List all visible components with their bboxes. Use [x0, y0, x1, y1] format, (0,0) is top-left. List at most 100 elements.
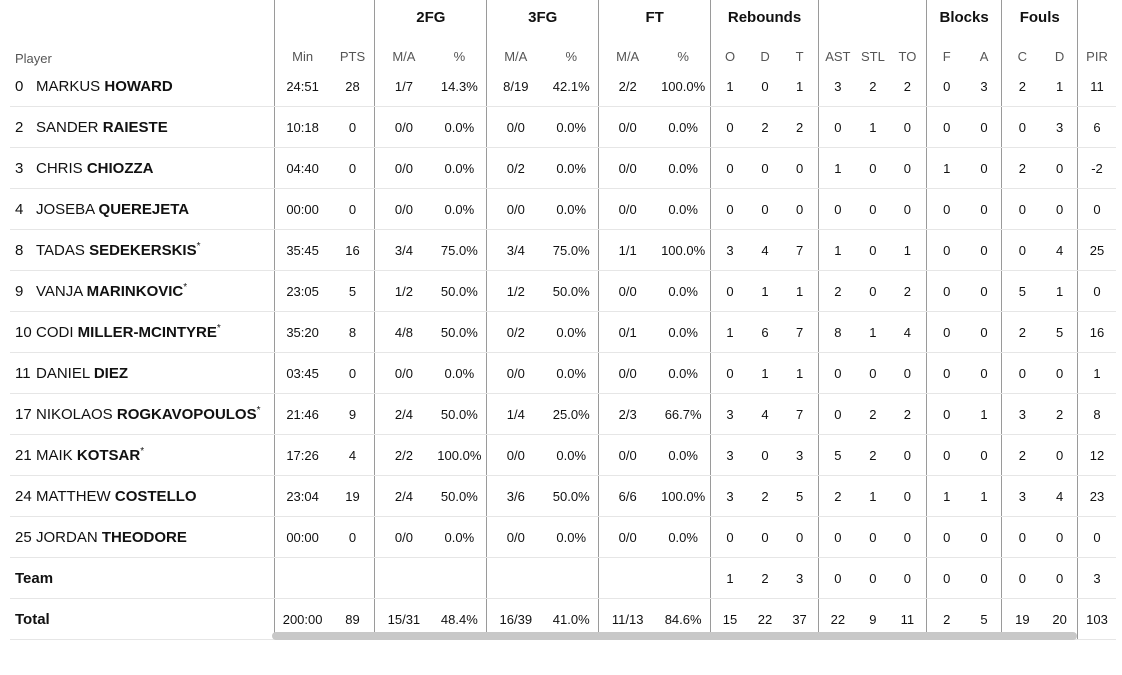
stat-cell: 0.0%	[544, 188, 599, 230]
stat-cell: 5	[330, 270, 375, 312]
stat-cell: 0	[330, 106, 375, 148]
stat-cell: 0	[925, 434, 967, 476]
stat-cell: 0	[856, 270, 889, 312]
stat-cell	[544, 557, 599, 599]
stat-cell: 0.0%	[432, 147, 487, 189]
player-name-cell[interactable]: 17 NIKOLAOS ROGKAVOPOULOS*	[10, 393, 275, 435]
player-first-name: VANJA	[36, 283, 83, 300]
stat-cell: 4	[330, 434, 375, 476]
player-number: 0	[15, 78, 24, 95]
stat-cell: 103	[1077, 598, 1116, 640]
player-name-cell[interactable]: 24 MATTHEW COSTELLO	[10, 475, 275, 517]
stat-cell: 42.1%	[544, 66, 599, 107]
stat-cell: 0/0	[486, 434, 545, 476]
player-last-name: MILLER-MCINTYRE	[77, 324, 217, 341]
stat-cell: 0	[925, 106, 967, 148]
stat-cell: 2	[1042, 393, 1078, 435]
column-header: A	[979, 49, 989, 64]
player-row: 2 SANDER RAIESTE 10:18 0 0/0 0.0% 0/0 0.0% 0/0 0.…	[10, 106, 1116, 148]
stat-cell: 12	[1077, 434, 1116, 476]
stat-cell: 0/0	[598, 106, 657, 148]
stat-cell: 0	[1001, 188, 1043, 230]
player-name-cell[interactable]: 2 SANDER RAIESTE	[10, 106, 275, 148]
column-header: M/A	[374, 34, 433, 66]
column-header: M/A	[486, 34, 545, 66]
stat-cell: 2	[748, 557, 782, 599]
stat-cell: 2	[856, 434, 889, 476]
group-ft: FT	[598, 0, 711, 34]
stat-cell: 1	[710, 311, 749, 353]
stat-cell: 0	[1042, 188, 1078, 230]
stat-cell: 1	[710, 66, 749, 107]
stat-cell: 00:00	[273, 516, 331, 558]
player-name-cell[interactable]: 9 VANJA MARINKOVIC*	[10, 270, 275, 312]
player-name-cell[interactable]: 8 TADAS SEDEKERSKIS*	[10, 229, 275, 271]
stat-cell: 0	[817, 188, 857, 230]
stat-cell: 1	[1077, 352, 1116, 394]
stat-cell: 0	[748, 66, 782, 107]
stat-cell	[486, 557, 545, 599]
column-header: D	[1054, 49, 1065, 64]
stat-cell: 1/4	[486, 393, 545, 435]
stat-cell: 0	[748, 434, 782, 476]
player-name-cell[interactable]: 3 CHRIS CHIOZZA	[10, 147, 275, 189]
stat-cell: 3/6	[486, 475, 545, 517]
player-first-name: SANDER	[36, 119, 99, 136]
stat-cell: 0	[330, 188, 375, 230]
stat-cell: 9	[330, 393, 375, 435]
player-row: 3 CHRIS CHIOZZA 04:40 0 0/0 0.0% 0/2 0.0% 0/0 0.0…	[10, 147, 1116, 189]
stat-cell: 0	[966, 188, 1002, 230]
stat-cell: 75.0%	[432, 229, 487, 271]
stat-cell: 0	[817, 393, 857, 435]
stat-cell: 0.0%	[656, 270, 711, 312]
stat-cell: 2/4	[374, 393, 433, 435]
stat-cell: 23	[1077, 475, 1116, 517]
stat-cell: 35:20	[273, 311, 331, 353]
stat-cell: 1	[925, 475, 967, 517]
stat-cell: 2	[889, 393, 927, 435]
stat-cell: 2	[889, 66, 927, 107]
player-name-cell[interactable]: 0 MARKUS HOWARD	[10, 66, 275, 107]
stat-cell: 100.0%	[432, 434, 487, 476]
player-first-name: TADAS	[36, 242, 85, 259]
stat-cell: 1	[817, 229, 857, 271]
player-last-name: ROGKAVOPOULOS	[116, 406, 257, 423]
stat-cell: 0	[1001, 557, 1043, 599]
stat-cell: 35:45	[273, 229, 331, 271]
stat-cell	[432, 557, 487, 599]
stat-cell: 0/0	[486, 106, 545, 148]
stat-cell: 5	[781, 475, 819, 517]
stat-cell: 0.0%	[656, 516, 711, 558]
stat-cell: 0	[1001, 229, 1043, 271]
stat-cell: 3	[966, 66, 1002, 107]
player-name-cell[interactable]: 21 MAIK KOTSAR*	[10, 434, 275, 476]
player-number: 10	[15, 324, 32, 341]
stat-cell: 3	[817, 66, 857, 107]
stat-cell: 0/0	[598, 147, 657, 189]
stat-cell: 0	[966, 516, 1002, 558]
player-row: 25 JORDAN THEODORE 00:00 0 0/0 0.0% 0/0 0.0% 0/0…	[10, 516, 1116, 558]
stat-cell: 4	[1042, 229, 1078, 271]
stat-cell: 3/4	[374, 229, 433, 271]
stat-cell: 2/2	[598, 66, 657, 107]
horizontal-scrollbar[interactable]	[272, 632, 1077, 640]
stat-cell: 0	[856, 516, 889, 558]
player-name-cell[interactable]: 11 DANIEL DIEZ	[10, 352, 275, 394]
player-name-cell[interactable]: 10 CODI MILLER-MCINTYRE*	[10, 311, 275, 353]
stat-cell: 0	[966, 557, 1002, 599]
column-header: STL	[860, 49, 885, 64]
column-header: %	[453, 49, 466, 64]
stat-cell: 0	[817, 352, 857, 394]
stat-cell: 0	[748, 188, 782, 230]
player-name-cell[interactable]: 25 JORDAN THEODORE	[10, 516, 275, 558]
stat-cell: 2/3	[598, 393, 657, 435]
stat-cell: 3	[710, 229, 749, 271]
stat-cell: 1	[856, 106, 889, 148]
stat-cell: 2	[748, 475, 782, 517]
stat-cell: 0	[1077, 516, 1116, 558]
stat-cell: 0/0	[374, 106, 433, 148]
stat-cell: 3	[710, 475, 749, 517]
player-row: 21 MAIK KOTSAR* 17:26 4 2/2 100.0% 0/0 0.0% 0/0 0…	[10, 434, 1116, 476]
stat-cell: 7	[781, 393, 819, 435]
player-name-cell[interactable]: 4 JOSEBA QUEREJETA	[10, 188, 275, 230]
